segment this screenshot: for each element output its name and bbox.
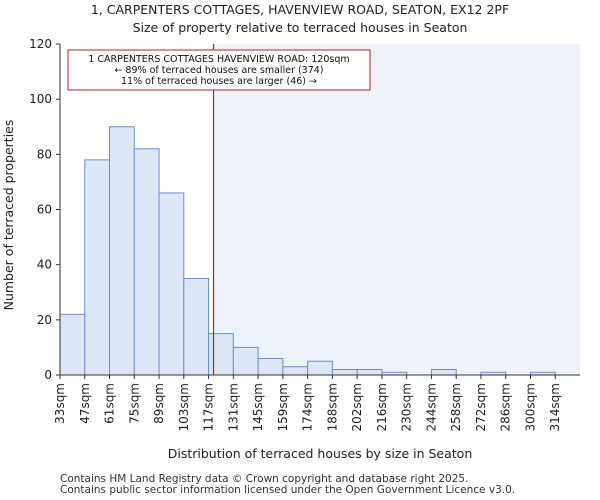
x-tick-label: 131sqm [226,383,240,431]
larger-region-background [213,44,580,375]
bar-159sqm [282,366,309,376]
annotation-line-2: ← 89% of terraced houses are smaller (37… [114,65,323,76]
chart-subtitle: Size of property relative to terraced ho… [133,20,468,35]
bar-61sqm [109,126,135,376]
bars-group [59,126,556,376]
bar-202sqm [356,368,383,376]
x-tick-label: 300sqm [523,383,537,431]
bar-47sqm [84,159,111,376]
x-tick-label: 61sqm [103,383,117,424]
x-tick-label: 145sqm [251,383,265,431]
bar-145sqm [257,357,284,376]
y-tick-label: 20 [37,313,52,327]
y-tick-label: 80 [37,147,52,161]
bar-89sqm [158,192,185,376]
x-axis-label: Distribution of terraced houses by size … [168,446,473,461]
x-tick-label: 75sqm [127,383,141,424]
x-tick-label: 159sqm [276,383,290,431]
y-tick-label: 40 [37,258,52,272]
x-tick-label: 314sqm [548,383,562,431]
footer-line-2: Contains public sector information licen… [60,484,516,496]
annotation-box: 1 CARPENTERS COTTAGES HAVENVIEW ROAD: 12… [67,49,371,91]
x-axis: 33sqm 47sqm 61sqm 75sqm 89sqm 103sqm 117sqm 131… [53,374,580,431]
x-tick-label: 188sqm [325,383,339,431]
x-tick-label: 202sqm [350,383,364,431]
bar-131sqm [232,346,259,376]
bar-117sqm [208,333,234,376]
y-axis: 0 20 40 60 80 100 120 [29,37,61,382]
footer-line-1: Contains HM Land Registry data © Crown c… [60,473,469,485]
x-tick-label: 103sqm [177,383,191,431]
bar-174sqm [307,360,333,376]
x-tick-label: 216sqm [375,383,389,431]
bar-103sqm [183,277,210,376]
annotation-line-3: 11% of terraced houses are larger (46) → [121,76,317,87]
y-tick-label: 60 [37,203,52,217]
x-tick-label: 286sqm [499,383,513,431]
y-tick-label: 120 [29,37,52,51]
x-tick-label: 230sqm [400,383,414,431]
x-tick-label: 89sqm [152,383,166,424]
bar-75sqm [133,148,160,376]
x-tick-label: 47sqm [78,383,92,424]
x-tick-label: 272sqm [474,383,488,431]
y-tick-label: 0 [44,368,52,382]
x-tick-label: 33sqm [53,383,67,424]
bar-188sqm [331,368,358,376]
bar-244sqm [430,368,457,376]
annotation-border [67,49,371,91]
x-tick-label: 117sqm [202,383,216,431]
x-tick-label: 258sqm [449,383,463,431]
annotation-line-1: 1 CARPENTERS COTTAGES HAVENVIEW ROAD: 12… [88,54,349,65]
x-tick-label: 244sqm [424,383,438,431]
y-axis-label: Number of terraced properties [1,120,16,311]
x-tick-label: 174sqm [301,383,315,431]
bar-33sqm [59,313,86,376]
footer: Contains HM Land Registry data © Crown c… [60,474,515,496]
chart-title: 1, CARPENTERS COTTAGES, HAVENVIEW ROAD, … [91,2,509,17]
y-tick-label: 100 [29,92,52,106]
